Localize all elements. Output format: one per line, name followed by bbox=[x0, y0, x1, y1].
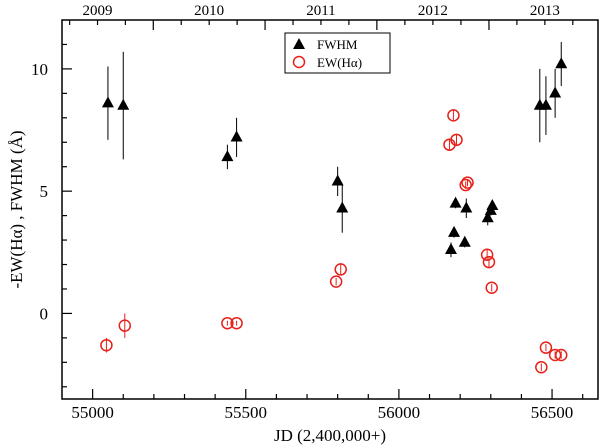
x-tick-label: 55500 bbox=[225, 403, 268, 422]
triangle-marker bbox=[230, 130, 243, 142]
circle-marker bbox=[480, 248, 494, 261]
fwhm-point bbox=[448, 225, 461, 238]
fwhm-point bbox=[549, 68, 562, 118]
fwhm-point bbox=[460, 198, 473, 219]
circle-marker bbox=[100, 338, 113, 352]
x-tick-label: 56500 bbox=[531, 403, 574, 422]
top-tick-label: 2012 bbox=[418, 3, 448, 19]
legend-entry-label: FWHM bbox=[317, 37, 358, 52]
ew-point bbox=[100, 337, 113, 353]
circle-marker bbox=[548, 348, 562, 362]
triangle-marker bbox=[460, 201, 473, 213]
circle-marker bbox=[485, 281, 498, 294]
triangle-marker bbox=[449, 196, 462, 208]
fwhm-point bbox=[555, 42, 568, 87]
ew-point bbox=[230, 316, 243, 330]
ew-point bbox=[329, 275, 343, 288]
circle-marker bbox=[334, 263, 347, 276]
legend-entry-label: EW(Hα) bbox=[317, 55, 362, 70]
triangle-marker bbox=[221, 150, 234, 162]
circle-marker bbox=[482, 255, 496, 269]
ew-point bbox=[485, 281, 498, 294]
fwhm-point bbox=[458, 235, 471, 248]
fwhm-point bbox=[486, 199, 499, 211]
circle-marker bbox=[230, 316, 243, 330]
triangle-marker bbox=[486, 199, 499, 211]
top-tick-label: 2010 bbox=[194, 3, 224, 19]
fwhm-point bbox=[444, 242, 457, 258]
x-tick-label: 55000 bbox=[71, 403, 114, 422]
ew-point bbox=[118, 313, 132, 338]
circle-marker bbox=[554, 348, 568, 362]
triangle-marker bbox=[101, 96, 114, 108]
plot-border bbox=[61, 19, 599, 400]
ew-point bbox=[482, 255, 496, 269]
circle-marker bbox=[461, 176, 474, 189]
triangle-marker bbox=[331, 174, 344, 186]
triangle-marker bbox=[117, 98, 130, 110]
ew-point bbox=[450, 133, 463, 147]
circle-marker bbox=[539, 341, 553, 354]
ew-point bbox=[461, 176, 474, 189]
top-tick-label: 2009 bbox=[83, 3, 113, 19]
ew-point bbox=[554, 348, 568, 362]
legend-circle-marker bbox=[292, 55, 306, 69]
fwhm-point bbox=[331, 166, 344, 197]
fwhm-point bbox=[449, 196, 462, 209]
triangle-marker bbox=[444, 243, 457, 255]
bottom-axis: 55000 55500 56000 56500 bbox=[71, 389, 584, 422]
circle-marker bbox=[221, 316, 234, 330]
x-tick-label: 56000 bbox=[378, 403, 421, 422]
triangle-marker bbox=[539, 98, 552, 110]
legend: FWHM EW(Hα) bbox=[284, 32, 391, 74]
triangle-marker bbox=[549, 86, 562, 98]
y-tick-label: 0 bbox=[40, 304, 49, 323]
ew-point bbox=[480, 248, 494, 261]
y-tick-label: 5 bbox=[40, 182, 49, 201]
circle-marker bbox=[535, 360, 548, 374]
triangle-marker bbox=[481, 211, 494, 223]
ew-point bbox=[535, 360, 548, 374]
triangle-marker bbox=[448, 225, 461, 237]
top-tick-label: 2013 bbox=[530, 3, 560, 19]
circle-marker bbox=[329, 275, 343, 288]
left-axis: 0 5 10 bbox=[31, 43, 72, 388]
fwhm-point bbox=[117, 51, 130, 160]
plot-frame bbox=[61, 19, 599, 400]
legend-triangle-marker bbox=[293, 38, 305, 49]
circle-marker bbox=[447, 109, 460, 122]
y-tick-label: 10 bbox=[31, 60, 48, 79]
fwhm-point bbox=[230, 117, 243, 157]
y-axis-label: -EW(Hα) , FWHM (Å) bbox=[7, 130, 26, 288]
x-axis-label: JD (2,400,000+) bbox=[274, 426, 386, 445]
fwhm-point bbox=[101, 66, 114, 140]
triangle-marker bbox=[458, 235, 471, 247]
top-tick-label: 2011 bbox=[306, 3, 335, 19]
circle-marker bbox=[459, 178, 472, 192]
ew-point bbox=[447, 109, 460, 122]
data-points bbox=[100, 42, 568, 374]
fwhm-point bbox=[336, 183, 349, 233]
circle-marker bbox=[450, 133, 463, 147]
ew-point bbox=[334, 263, 347, 276]
top-axis: 2009 2010 2011 2012 2013 bbox=[69, 3, 574, 30]
triangle-marker bbox=[336, 201, 349, 213]
fwhm-point bbox=[539, 76, 552, 135]
circle-marker bbox=[118, 319, 132, 332]
fwhm-point bbox=[221, 144, 234, 170]
triangle-marker bbox=[555, 57, 568, 69]
ew-point bbox=[539, 341, 553, 354]
ew-point bbox=[221, 316, 234, 330]
